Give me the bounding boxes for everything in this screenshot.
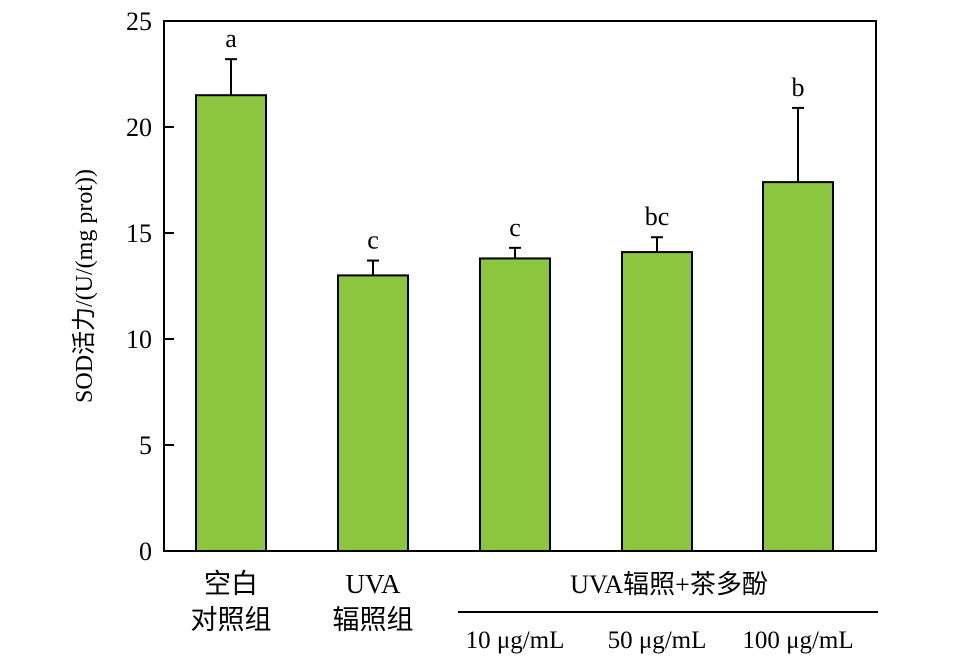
bars-layer: a c c bc b — [195, 24, 834, 553]
significance-label: c — [367, 226, 379, 255]
x-category-label: UVA — [345, 569, 401, 599]
significance-label: c — [509, 213, 521, 242]
x-category-label: 50 μg/mL — [608, 627, 707, 654]
bar — [337, 274, 409, 552]
y-axis-ticks: 0 5 10 15 20 25 — [126, 7, 174, 566]
x-category-label: 空白 — [204, 569, 258, 599]
y-tick-label: 0 — [139, 537, 152, 566]
x-category-label: 10 μg/mL — [466, 627, 565, 654]
x-category-label: 100 μg/mL — [742, 627, 853, 654]
bar — [195, 94, 267, 552]
y-tick-label: 25 — [126, 7, 152, 36]
significance-label: a — [225, 24, 237, 53]
bar — [479, 257, 551, 552]
significance-label: bc — [645, 202, 670, 231]
y-tick-label: 5 — [139, 431, 152, 460]
x-category-label: 辐照组 — [333, 605, 414, 635]
y-tick-label: 10 — [126, 325, 152, 354]
bar — [762, 181, 834, 552]
significance-label: b — [792, 73, 805, 102]
y-axis-label: SOD活力/(U/(mg prot)) — [71, 169, 98, 403]
y-tick-label: 20 — [126, 113, 152, 142]
group-label: UVA辐照+茶多酚 — [570, 570, 768, 599]
bar — [621, 251, 693, 553]
y-tick-label: 15 — [126, 219, 152, 248]
x-category-label: 对照组 — [191, 605, 272, 635]
